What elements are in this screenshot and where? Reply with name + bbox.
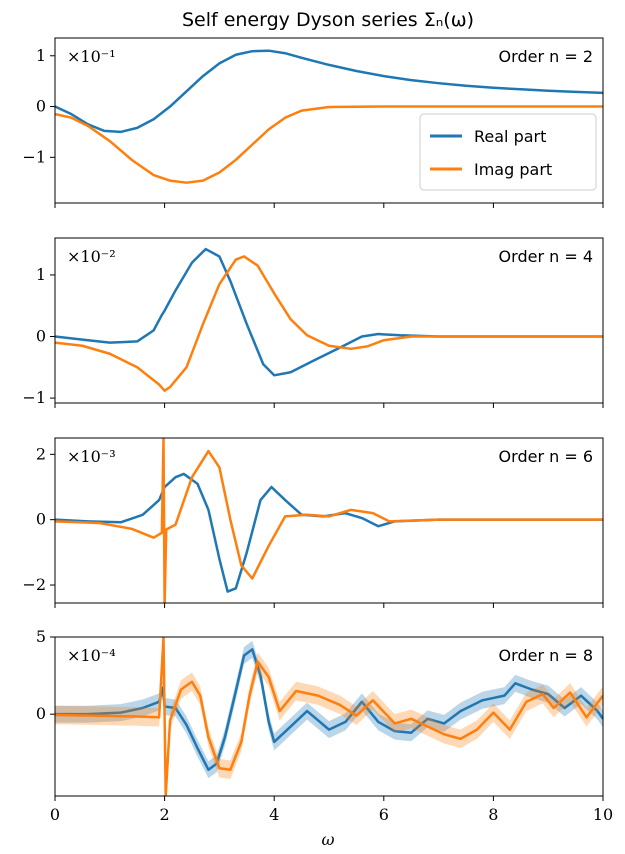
y-tick-label: 0 [36,327,46,346]
legend-frame [419,113,597,191]
axes-frame [54,237,604,404]
axes-frame [54,636,604,797]
panel-1: 1 0 −1 ×10⁻¹ Order n = 2 [22,37,604,208]
series-line-imag [55,255,603,392]
x-axis-label: ω [321,830,334,849]
series-line-imag [55,637,603,796]
legend: Real part Imag part [419,113,597,191]
y-tick-label: 5 [36,627,46,646]
series-line-real [55,472,603,593]
order-label: Order n = 4 [499,247,593,266]
x-tick-label: 10 [593,805,613,824]
series-line-imag [55,105,603,184]
y-tick-label: −2 [22,575,46,594]
series-line-imag [55,438,603,603]
legend-label: Real part [474,127,546,146]
scale-label: ×10⁻³ [67,447,116,466]
scale-label: ×10⁻⁴ [67,646,116,665]
y-tick-label: −1 [22,147,46,166]
panels-group: 10−1×10⁻¹ Order n = 210−1×10⁻² Order n = 4… [22,37,613,824]
axes-frame [54,437,604,604]
y-tick-label: −1 [22,388,46,407]
chart-title: Self energy Dyson series Σₙ(ω) [182,9,474,31]
panel-3: 2 0 −2 ×10⁻³ Order n = 6 [22,437,604,608]
series-line-real [55,247,603,377]
legend-label: Imag part [474,160,552,179]
order-label: Order n = 2 [499,47,593,66]
y-tick-label: 2 [36,444,46,463]
x-tick-label: 2 [160,805,170,824]
y-tick-label: 1 [36,265,46,284]
y-tick-label: 0 [36,97,46,116]
panel-2: 1 0 −1 ×10⁻² Order n = 4 [22,237,604,408]
uncertainty-band-imag [55,637,603,796]
x-tick-label: 4 [269,805,279,824]
x-tick-label: 0 [50,805,60,824]
panel-4: 5 0 0 2 4 6 8 10 ×10⁻⁴ Order n = 8 [36,627,613,824]
x-tick-label: 6 [379,805,389,824]
scale-label: ×10⁻² [67,247,116,266]
axes-frame [54,37,604,204]
y-tick-label: 0 [36,510,46,529]
order-label: Order n = 8 [499,646,593,665]
uncertainty-band-real [55,640,603,779]
y-tick-label: 0 [36,704,46,723]
series-line-real [55,648,603,772]
scale-label: ×10⁻¹ [67,47,116,66]
order-label: Order n = 6 [499,447,593,466]
y-tick-label: 1 [36,46,46,65]
x-tick-label: 8 [488,805,498,824]
series-line-real [55,49,603,134]
